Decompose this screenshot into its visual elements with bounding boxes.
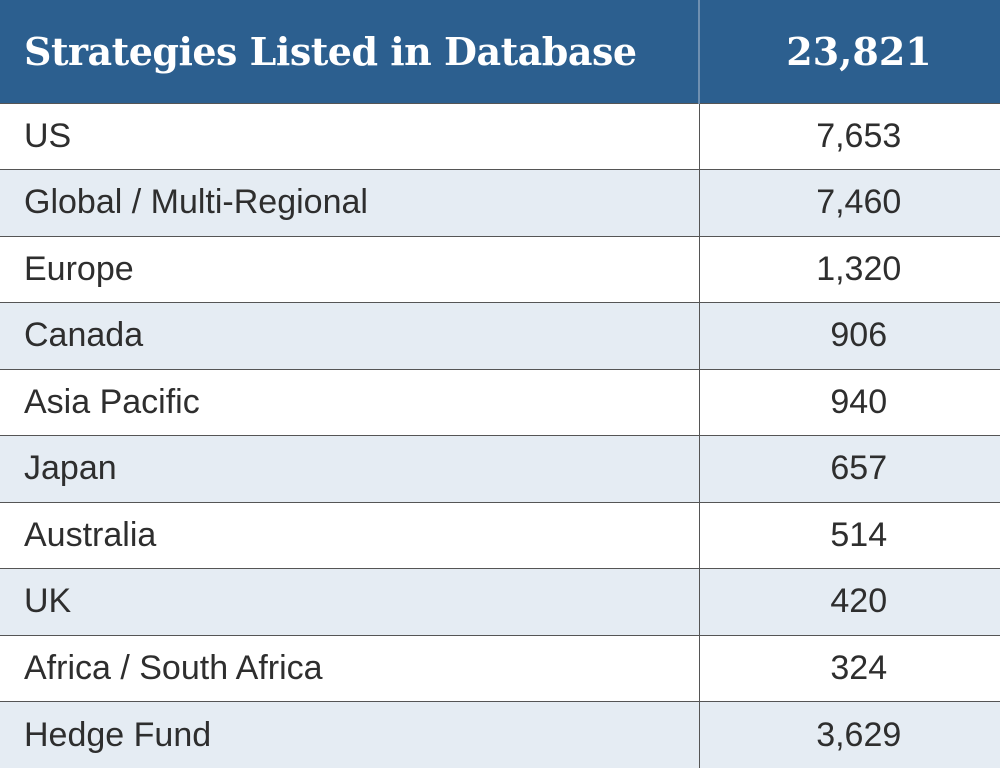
row-value: 514 (699, 502, 1000, 569)
row-value: 7,653 (699, 103, 1000, 170)
row-label: Africa / South Africa (0, 635, 699, 702)
row-value: 657 (699, 436, 1000, 503)
table-row: Japan 657 (0, 436, 1000, 503)
row-label: Hedge Fund (0, 702, 699, 768)
row-value: 940 (699, 369, 1000, 436)
row-value: 906 (699, 303, 1000, 370)
row-value: 1,320 (699, 236, 1000, 303)
row-value: 324 (699, 635, 1000, 702)
table-row: US 7,653 (0, 103, 1000, 170)
table-row: Europe 1,320 (0, 236, 1000, 303)
header-label: Strategies Listed in Database (0, 0, 699, 103)
row-value: 420 (699, 569, 1000, 636)
row-label: Japan (0, 436, 699, 503)
header-total-value: 23,821 (699, 0, 1000, 103)
table-row: UK 420 (0, 569, 1000, 636)
row-label: UK (0, 569, 699, 636)
table-row: Global / Multi-Regional 7,460 (0, 170, 1000, 237)
row-label: Europe (0, 236, 699, 303)
table-row: Asia Pacific 940 (0, 369, 1000, 436)
table-row: Africa / South Africa 324 (0, 635, 1000, 702)
row-label: Asia Pacific (0, 369, 699, 436)
row-label: US (0, 103, 699, 170)
row-label: Canada (0, 303, 699, 370)
table-row: Australia 514 (0, 502, 1000, 569)
table-row: Canada 906 (0, 303, 1000, 370)
row-value: 3,629 (699, 702, 1000, 768)
row-label: Australia (0, 502, 699, 569)
row-value: 7,460 (699, 170, 1000, 237)
table-header-row: Strategies Listed in Database 23,821 (0, 0, 1000, 103)
table-row: Hedge Fund 3,629 (0, 702, 1000, 768)
row-label: Global / Multi-Regional (0, 170, 699, 237)
